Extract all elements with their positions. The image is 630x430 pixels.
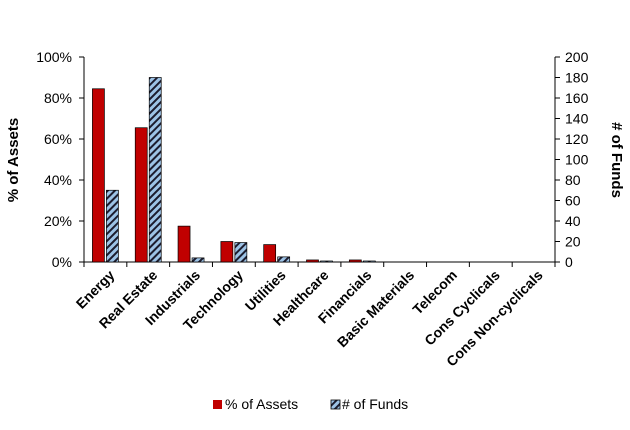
bar-funds: [148, 77, 162, 263]
right-tick-label: 200: [565, 49, 589, 65]
left-tick-label: 60%: [44, 131, 72, 147]
bar-assets: [177, 225, 191, 263]
right-tick-label: 40: [565, 213, 581, 229]
right-tick-label: 0: [565, 254, 573, 270]
category-label: Basic Materials: [334, 267, 418, 351]
legend-swatch-funds: [330, 399, 341, 410]
legend-label-assets: % of Assets: [225, 396, 298, 412]
right-tick-label: 120: [565, 131, 589, 147]
bar-funds: [362, 260, 376, 263]
bar-funds: [320, 260, 333, 263]
bar-funds: [191, 257, 205, 263]
category-label: Cons Cyclicals: [421, 267, 503, 349]
left-axis-title: % of Assets: [5, 118, 22, 202]
bar-funds: [234, 242, 248, 263]
bar-assets: [263, 244, 277, 263]
bar-assets: [348, 259, 362, 263]
right-tick-label: 80: [565, 172, 581, 188]
bar-assets: [92, 88, 105, 263]
legend: % of Assets # of Funds: [213, 396, 408, 412]
right-axis-title: # of Funds: [608, 122, 625, 198]
left-tick-label: 0%: [52, 254, 72, 270]
right-tick-label: 100: [565, 152, 589, 168]
bar-funds: [277, 256, 291, 263]
bar-assets: [134, 127, 148, 263]
right-tick-label: 140: [565, 111, 589, 127]
legend-swatch-assets: [213, 400, 222, 409]
left-tick-label: 80%: [44, 90, 72, 106]
right-tick-label: 180: [565, 70, 589, 86]
bar-funds: [106, 189, 119, 263]
legend-label-funds: # of Funds: [342, 396, 408, 412]
left-tick-label: 100%: [36, 49, 72, 65]
right-tick-label: 60: [565, 193, 581, 209]
right-tick-label: 20: [565, 234, 581, 250]
plot-area: 0% 20% 40% 60% 80% 100% 0 20 40 60 80 100 120 140 160 1…: [36, 49, 588, 369]
bar-assets: [220, 241, 234, 263]
bar-assets: [306, 259, 319, 263]
left-tick-label: 20%: [44, 213, 72, 229]
right-tick-label: 160: [565, 90, 589, 106]
left-tick-label: 40%: [44, 172, 72, 188]
